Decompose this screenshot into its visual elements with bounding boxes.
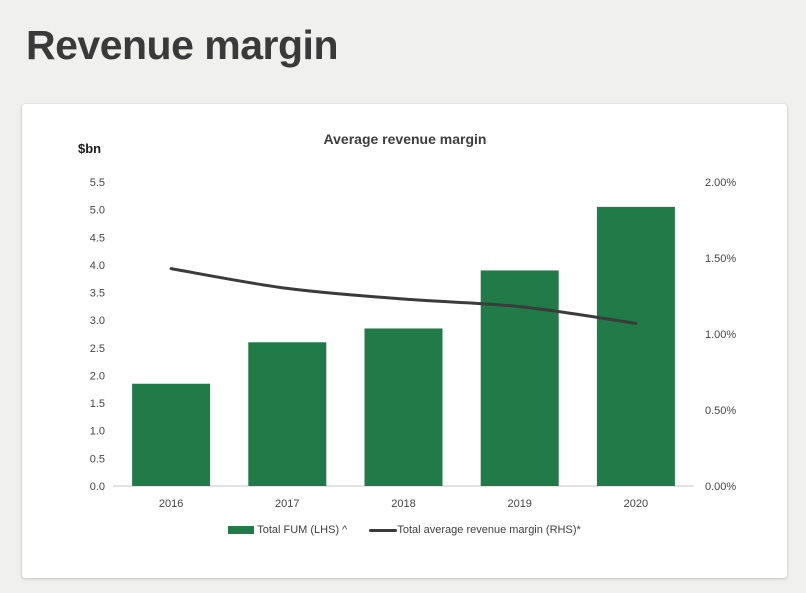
right-tick-2.00%: 2.00% <box>705 177 736 189</box>
right-tick-0.00%: 0.00% <box>705 481 736 493</box>
revenue-margin-line <box>169 267 638 325</box>
legend-label-total-fum: Total FUM (LHS) ^ <box>257 524 348 536</box>
line-series <box>169 267 638 325</box>
bar-2019 <box>480 270 559 486</box>
bar-2017 <box>248 342 327 486</box>
left-tick-4.0: 4.0 <box>90 260 105 272</box>
x-label-2020: 2020 <box>624 498 648 510</box>
chart-legend: Total FUM (LHS) ^ Total average revenue … <box>22 521 787 539</box>
chart-card: Average revenue margin $bn 0.0 0.5 1.0 1.5 2… <box>22 104 787 578</box>
left-tick-0.0: 0.0 <box>90 481 105 493</box>
bar-2018 <box>364 328 443 486</box>
x-label-2019: 2019 <box>507 498 531 510</box>
bar-2016 <box>132 383 211 486</box>
left-tick-2.5: 2.5 <box>90 343 105 355</box>
x-label-2018: 2018 <box>391 498 415 510</box>
left-tick-3.0: 3.0 <box>90 315 105 327</box>
left-tick-5.0: 5.0 <box>90 205 105 217</box>
left-tick-1.5: 1.5 <box>90 398 105 410</box>
page-title: Revenue margin <box>26 22 339 68</box>
x-label-2016: 2016 <box>159 498 183 510</box>
legend-item-revenue-margin: Total average revenue margin (RHS)* <box>369 524 581 536</box>
left-tick-2.0: 2.0 <box>90 370 105 382</box>
left-tick-1.0: 1.0 <box>90 426 105 438</box>
left-tick-4.5: 4.5 <box>90 232 105 244</box>
right-axis-ticks: 0.00% 0.50% 1.00% 1.50% 2.00% <box>705 177 736 493</box>
right-tick-1.50%: 1.50% <box>705 253 736 265</box>
legend-line-swatch-icon <box>369 528 398 532</box>
chart-title: Average revenue margin <box>324 131 487 147</box>
bar-series <box>132 206 675 486</box>
x-axis-labels: 2016 2017 2018 2019 2020 <box>159 498 648 510</box>
right-tick-1.00%: 1.00% <box>705 329 736 341</box>
left-tick-0.5: 0.5 <box>90 453 105 465</box>
x-label-2017: 2017 <box>275 498 299 510</box>
left-tick-5.5: 5.5 <box>90 177 105 189</box>
left-axis-unit-label: $bn <box>78 141 101 156</box>
bar-2020 <box>596 206 675 486</box>
legend-label-revenue-margin: Total average revenue margin (RHS)* <box>397 524 581 536</box>
left-tick-3.5: 3.5 <box>90 288 105 300</box>
right-tick-0.50%: 0.50% <box>705 405 736 417</box>
legend-item-total-fum: Total FUM (LHS) ^ <box>228 524 347 536</box>
combo-chart: Average revenue margin $bn 0.0 0.5 1.0 1.5 2… <box>78 131 736 510</box>
left-axis-ticks: 0.0 0.5 1.0 1.5 2.0 2.5 3.0 3.5 4.0 4.5 5.0 5.5 <box>90 177 105 493</box>
legend-bar-swatch-icon <box>228 526 255 534</box>
